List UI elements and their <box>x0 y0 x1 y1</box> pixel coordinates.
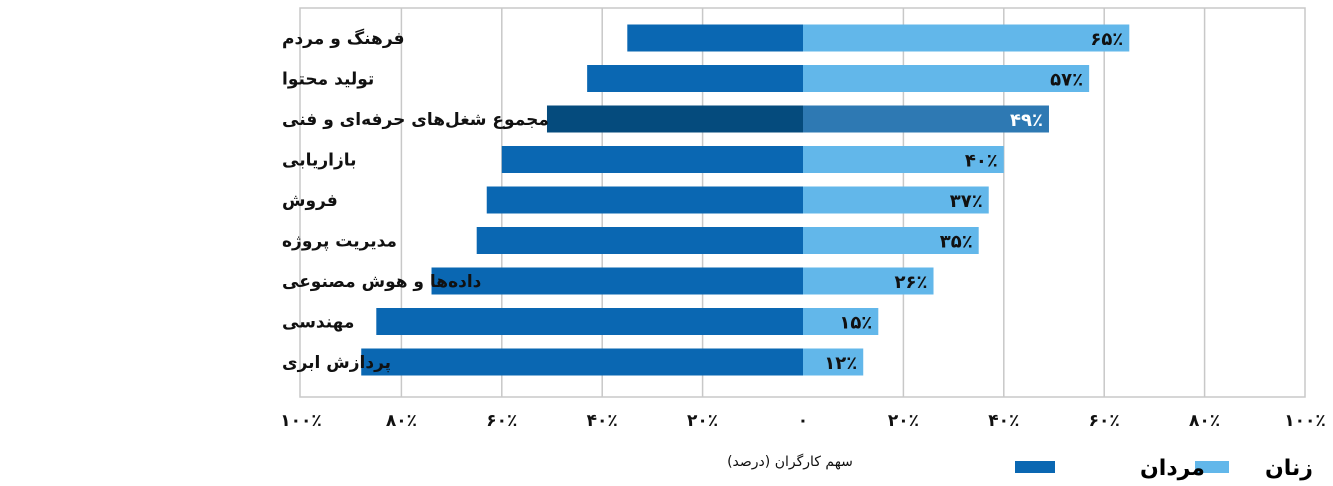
category-label: بازاریابی <box>282 151 357 171</box>
bar-men <box>627 24 803 52</box>
x-axis-title: سهم کارگران (درصد) <box>727 453 853 470</box>
data-label-women: ۴۹٪ <box>1010 110 1043 131</box>
data-label-women: ۴۰٪ <box>965 151 998 172</box>
category-label: فرهنگ و مردم <box>282 28 405 49</box>
bar-men <box>376 308 803 335</box>
bar-women <box>803 227 979 254</box>
data-label-women: ۶۵٪ <box>1090 29 1123 50</box>
bar-men <box>476 227 803 254</box>
bar-women <box>803 186 989 214</box>
x-tick-label: ۱۰۰٪ <box>1284 411 1326 431</box>
bar-women <box>803 308 879 335</box>
category-label: تولید محتوا <box>282 70 374 90</box>
bar-women <box>803 105 1049 133</box>
data-label-women: ۳۷٪ <box>950 191 983 212</box>
x-tick-label: ۰ <box>798 411 808 431</box>
x-tick-label: ۲۰٪ <box>687 411 718 431</box>
category-label: داده‌ها و هوش مصنوعی <box>282 272 482 292</box>
bar-women <box>803 65 1090 92</box>
x-tick-label: ۲۰٪ <box>888 411 919 431</box>
data-label-women: ۲۶٪ <box>895 272 928 293</box>
bar-men <box>486 186 803 214</box>
data-label-women: ۱۲٪ <box>824 353 857 374</box>
bar-men <box>587 65 803 92</box>
x-tick-label: ۸۰٪ <box>386 411 417 431</box>
data-labels: ۶۵٪ ۵۷٪ ۴۹٪ ۴۰٪ ۳۷٪ ۳۵٪ ۲۶٪ ۱۵٪ ۱۲٪ <box>824 29 1123 374</box>
bar-women <box>803 267 934 295</box>
bar-men <box>546 105 803 133</box>
bar-men <box>361 348 803 376</box>
bar-men <box>501 146 803 173</box>
x-tick-label: ۸۰٪ <box>1189 411 1220 431</box>
category-label: پردازش ابری <box>282 353 391 373</box>
legend-swatch-men <box>1015 461 1055 473</box>
tick-labels: ۱۰۰٪ ۸۰٪ ۶۰٪ ۴۰٪ ۲۰٪ ۰ ۲۰٪ ۴۰٪ ۶۰٪ ۸۰٪ ۱۰۰٪ <box>280 411 1326 431</box>
bar-men <box>431 267 803 295</box>
category-label: فروش <box>282 191 338 211</box>
category-labels: فرهنگ و مردم تولید محتوا مجموع شغل‌های حرف… <box>282 28 549 373</box>
x-tick-label: ۶۰٪ <box>1089 411 1120 431</box>
plot-frame <box>299 7 1306 398</box>
data-label-women: ۵۷٪ <box>1050 70 1083 91</box>
category-label: مهندسی <box>282 313 354 333</box>
category-label: مدیریت پروژه <box>282 232 397 252</box>
bar-women <box>803 146 1004 173</box>
legend-swatch-women <box>1195 461 1229 473</box>
bar-women <box>803 348 864 376</box>
x-tick-label: ۱۰۰٪ <box>280 411 322 431</box>
legend-label-women: زنان <box>1265 456 1313 481</box>
x-tick-label: ۴۰٪ <box>988 411 1019 431</box>
x-tick-label: ۴۰٪ <box>587 411 618 431</box>
bar-women <box>803 24 1130 52</box>
data-label-women: ۳۵٪ <box>940 232 973 253</box>
data-label-women: ۱۵٪ <box>839 313 872 334</box>
x-tick-label: ۶۰٪ <box>486 411 517 431</box>
legend: زنان مردان <box>1002 434 1333 486</box>
legend-label-men: مردان <box>1140 456 1205 481</box>
legend-background <box>1002 434 1333 486</box>
category-label: مجموع شغل‌های حرفه‌ای و فنی <box>282 110 549 130</box>
bars <box>361 24 1130 376</box>
